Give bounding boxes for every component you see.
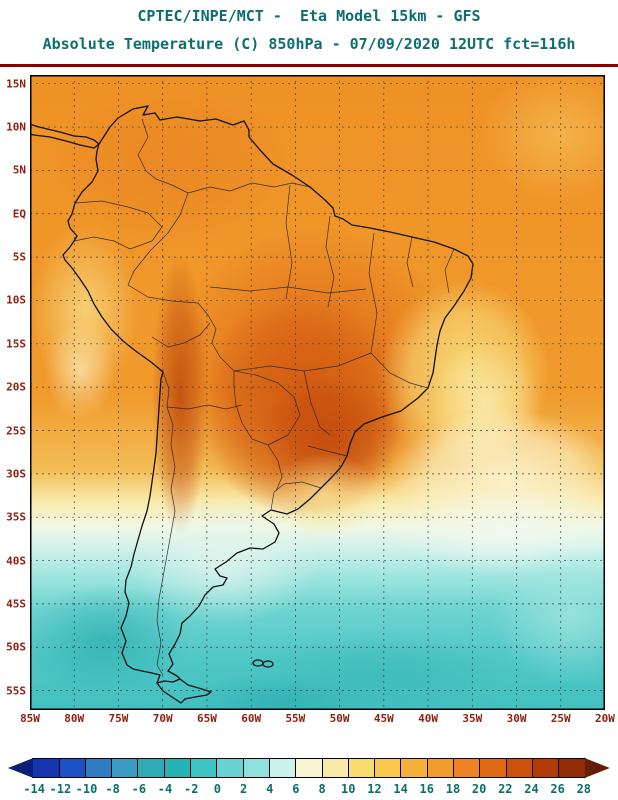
falkland-island-east xyxy=(262,660,274,668)
lat-tick-EQ: EQ xyxy=(12,207,26,221)
lat-tick-35S: 35S xyxy=(6,510,26,524)
colorbar-cell-22 xyxy=(584,758,610,778)
lat-axis: 15N 10N 5N EQ 5S 10S 15S 20S 25S 30S 35S 40S 45S 50S 5… xyxy=(0,75,28,710)
central-america-outline xyxy=(30,123,100,149)
lat-tick-5S: 5S xyxy=(12,250,26,264)
lon-tick-30W: 30W xyxy=(506,712,527,725)
lat-tick-20S: 20S xyxy=(6,380,26,394)
lat-tick-50S: 50S xyxy=(6,640,26,654)
colorbar-label--12: -12 xyxy=(49,782,72,796)
colorbar-cell-1 xyxy=(32,758,60,778)
colorbar-label-22: 22 xyxy=(498,782,513,796)
colorbar-label-6: 6 xyxy=(292,782,300,796)
colorbar-label--4: -4 xyxy=(157,782,173,796)
colorbar-cell-20 xyxy=(531,758,560,778)
coastlines xyxy=(30,105,474,704)
colorbar-cell-17 xyxy=(453,758,481,778)
lat-tick-55S: 55S xyxy=(6,684,26,698)
colorbar-label-10: 10 xyxy=(341,782,356,796)
colorbar-cell-19 xyxy=(505,758,533,778)
lon-tick-85W: 85W xyxy=(20,712,40,725)
colorbar-cell-8 xyxy=(216,758,244,778)
lon-axis: 85W 80W 75W 70W 65W 60W 55W 50W 45W 40W 35W 30W 25W 2… xyxy=(20,712,615,727)
colorbar-label-16: 16 xyxy=(419,782,435,796)
colorbar-cell-0 xyxy=(8,758,34,778)
lon-tick-70W: 70W xyxy=(152,712,173,725)
lat-tick-15S: 15S xyxy=(6,337,26,351)
lon-tick-60W: 60W xyxy=(241,712,262,725)
colorbar-label-14: 14 xyxy=(393,782,408,796)
country-borders xyxy=(73,118,455,676)
lat-tick-45S: 45S xyxy=(6,597,26,611)
lat-tick-30S: 30S xyxy=(6,467,26,481)
colorbar-label--10: -10 xyxy=(75,782,98,796)
colorbar-label-24: 24 xyxy=(524,782,539,796)
colorbar-cell-10 xyxy=(268,758,297,778)
colorbar-cell-7 xyxy=(190,758,218,778)
page-title: CPTEC/INPE/MCT - Eta Model 15km - GFS xyxy=(137,7,481,25)
lat-tick-25S: 25S xyxy=(6,424,26,437)
colorbar-label-4: 4 xyxy=(266,782,274,796)
page-subtitle: Absolute Temperature (C) 850hPa - 07/09/… xyxy=(42,35,576,53)
colorbar-cell-13 xyxy=(347,758,376,778)
colorbar-label-0: 0 xyxy=(213,782,222,796)
colorbar-label-20: 20 xyxy=(471,782,487,796)
colorbar-label-26: 26 xyxy=(550,782,565,796)
map-svg xyxy=(30,75,605,710)
map-plot xyxy=(30,75,605,710)
colorbar-label-12: 12 xyxy=(367,782,382,796)
map-frame xyxy=(30,75,605,710)
colorbar-cell-12 xyxy=(321,758,349,778)
colorbar-cell-4 xyxy=(111,758,139,778)
colorbar-cell-3 xyxy=(84,758,113,778)
colorbar-label-18: 18 xyxy=(445,782,461,796)
colorbar-label--2: -2 xyxy=(183,782,199,796)
lon-tick-75W: 75W xyxy=(108,712,129,725)
lat-tick-10S: 10S xyxy=(6,293,26,307)
colorbar-cell-2 xyxy=(58,758,86,778)
colorbar-label-2: 2 xyxy=(239,782,248,796)
colorbar-cell-6 xyxy=(163,758,192,778)
colorbar-label--6: -6 xyxy=(131,782,147,796)
lat-tick-40S: 40S xyxy=(6,554,26,568)
colorbar-cell-5 xyxy=(137,758,165,778)
lon-tick-25W: 25W xyxy=(550,712,571,725)
colorbar-labels: -14 -12 -10 -8 -6 -4 -2 0 2 4 6 8 10 12 14 16 18 20 22 24 26… xyxy=(8,782,610,796)
colorbar-label--14: -14 xyxy=(23,782,46,796)
colorbar-cell-14 xyxy=(374,758,402,778)
colorbar-cell-9 xyxy=(242,758,270,778)
colorbar-cell-16 xyxy=(426,758,455,778)
lat-tick-10N: 10N xyxy=(6,120,26,134)
grid-lines xyxy=(30,75,605,710)
title-divider xyxy=(0,64,618,67)
colorbar-cell-15 xyxy=(400,758,428,778)
lon-tick-45W: 45W xyxy=(373,712,394,725)
lon-tick-65W: 65W xyxy=(196,712,217,725)
magellan-strait xyxy=(156,678,181,684)
lon-tick-40W: 40W xyxy=(418,712,438,725)
lon-tick-35W: 35W xyxy=(462,712,483,725)
colorbar-cell-11 xyxy=(295,758,323,778)
temperature-field xyxy=(30,75,605,710)
lon-tick-80W: 80W xyxy=(64,712,85,725)
lon-tick-50W: 50W xyxy=(329,712,350,725)
colorbar-label-8: 8 xyxy=(318,782,326,796)
colorbar-label-28: 28 xyxy=(576,782,592,796)
lat-tick-5N: 5N xyxy=(12,163,26,177)
south-america-outline xyxy=(62,105,474,704)
colorbar-cell-18 xyxy=(479,758,507,778)
colorbar-cell-21 xyxy=(558,758,586,778)
colorbar-label--8: -8 xyxy=(105,782,120,796)
lat-tick-15N: 15N xyxy=(6,77,26,91)
lon-tick-55W: 55W xyxy=(285,712,306,725)
lon-tick-20W: 20W xyxy=(595,712,615,725)
colorbar-cells xyxy=(8,758,610,778)
